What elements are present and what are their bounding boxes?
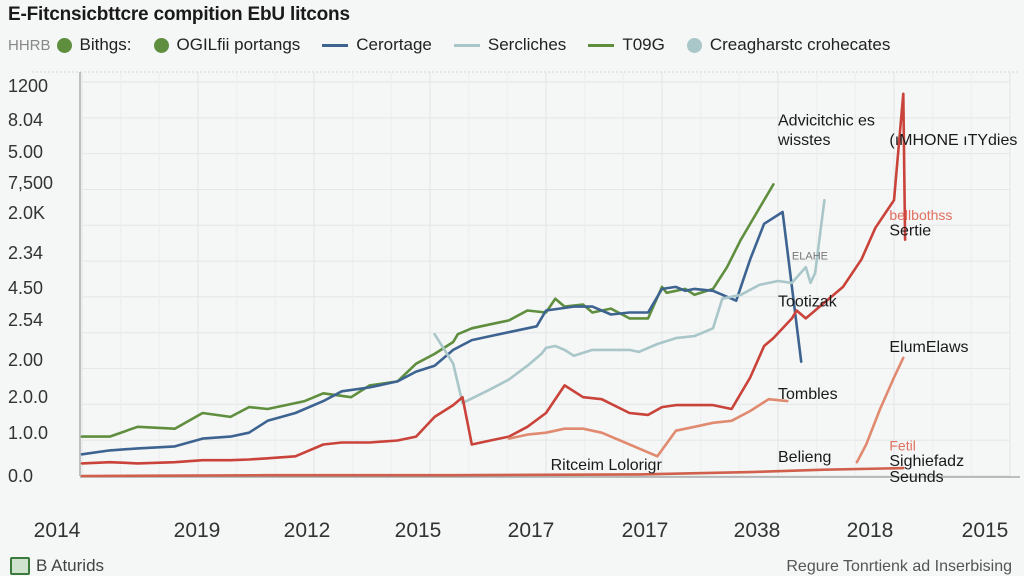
legend-dot-marker [153,37,169,53]
y-tick-label: 4.50 [8,278,43,298]
legend-label: Cerortage [356,35,432,54]
x-tick-label: 2012 [284,519,331,542]
y-tick-label: 5.00 [8,142,43,162]
annotation-label: Tombles [778,386,838,403]
axes [79,72,1020,478]
annotation-label: Sertie [889,223,931,240]
legend-dot-marker [56,37,72,53]
series-line [80,466,905,478]
annotation-label: bellbothss [889,207,952,223]
legend-label: T09G [622,35,665,54]
y-tick-label: 1200 [8,76,48,96]
y-tick-label: 8.04 [8,110,43,130]
annotation-label: wisstes [777,132,830,149]
annotation-label: Seunds [889,469,943,486]
legend-label: Bithgs: [79,35,132,54]
grid [32,71,1020,477]
y-tick-label: 2.00 [8,350,43,370]
legend-item[interactable]: Creagharstc crohecates [686,35,891,55]
spreadsheet-icon [10,557,30,575]
x-tick-label: 2017 [622,519,669,542]
annotation-label: ElumElaws [889,339,968,356]
annotation-label: Advicitchic es [778,112,875,129]
legend-item[interactable]: T09G [588,35,665,55]
annotation-label: Ritceim Lolorigr [551,457,663,474]
x-tick-label: 2015 [395,519,442,542]
series-line [507,397,789,458]
x-tick-label: 2014 [34,519,81,542]
y-tick-label: 2.54 [8,310,43,330]
x-tick-label: 2038 [734,519,781,542]
series-line [80,183,775,438]
chart-title: E-Fitcnsicbttcre compition EbU litcons [8,4,350,25]
annotations: Advicitchic es wisstes (ıMHONE ıTYdies bell… [551,112,1018,486]
legend-line-marker [322,43,349,47]
annotation-label: Belieng [778,449,831,466]
y-tick-label: 7,500 [8,173,53,193]
x-tick-label: 2018 [847,519,894,542]
footer-note: Regure Tonrtienk ad Inserbising [786,558,1012,575]
legend-line-marker [588,43,615,47]
x-tick-label: 2015 [962,519,1009,542]
x-tick-label: 2019 [174,519,221,542]
x-tick-label: 2017 [508,519,555,542]
legend-label: Sercliches [487,35,567,54]
legend-line-marker [453,43,480,47]
y-tick-label: 1.0.0 [8,423,48,443]
legend-item[interactable]: Bithgs: [56,35,132,55]
series-line [80,92,907,465]
legend-item[interactable]: Cerortage [322,35,432,55]
annotation-label: (ıMHONE ıTYdies [889,132,1017,149]
footer-source: B Aturids [10,556,104,576]
series-line [80,210,803,456]
y-tick-label: 2.0K [8,203,45,223]
series-line [855,356,905,464]
y-tick-label: 2.0.0 [8,387,48,407]
legend-prefix: HHRB [8,36,51,54]
y-tick-label: 0.0 [8,466,33,486]
series-group [80,92,907,478]
x-axis-ticks: 2014 2019 2012 2015 2017 2017 2038 2018 2015 [34,519,1009,542]
annotation-label: Sighiefadz [889,453,964,470]
footer-left-label: B Aturids [36,556,105,575]
legend-label: Creagharstc crohecates [709,35,891,54]
annotation-label: Fetil [889,437,915,453]
series-line [433,198,826,405]
legend-item[interactable]: OGILfii portangs [153,35,301,55]
legend: HHRB Bithgs: OGILfii portangs Cerortage … [8,34,912,56]
legend-label: OGILfii portangs [176,35,301,54]
annotation-label: Tootizak [778,294,838,311]
annotation-label: ELAHE [792,250,828,262]
y-axis-ticks: 0.0 1.0.0 2.0.0 2.00 2.54 4.50 2.34 2.0K 7,500 5.… [8,76,53,486]
legend-item[interactable]: Sercliches [453,35,567,55]
y-tick-label: 2.34 [8,243,43,263]
legend-dot-marker [686,37,702,53]
